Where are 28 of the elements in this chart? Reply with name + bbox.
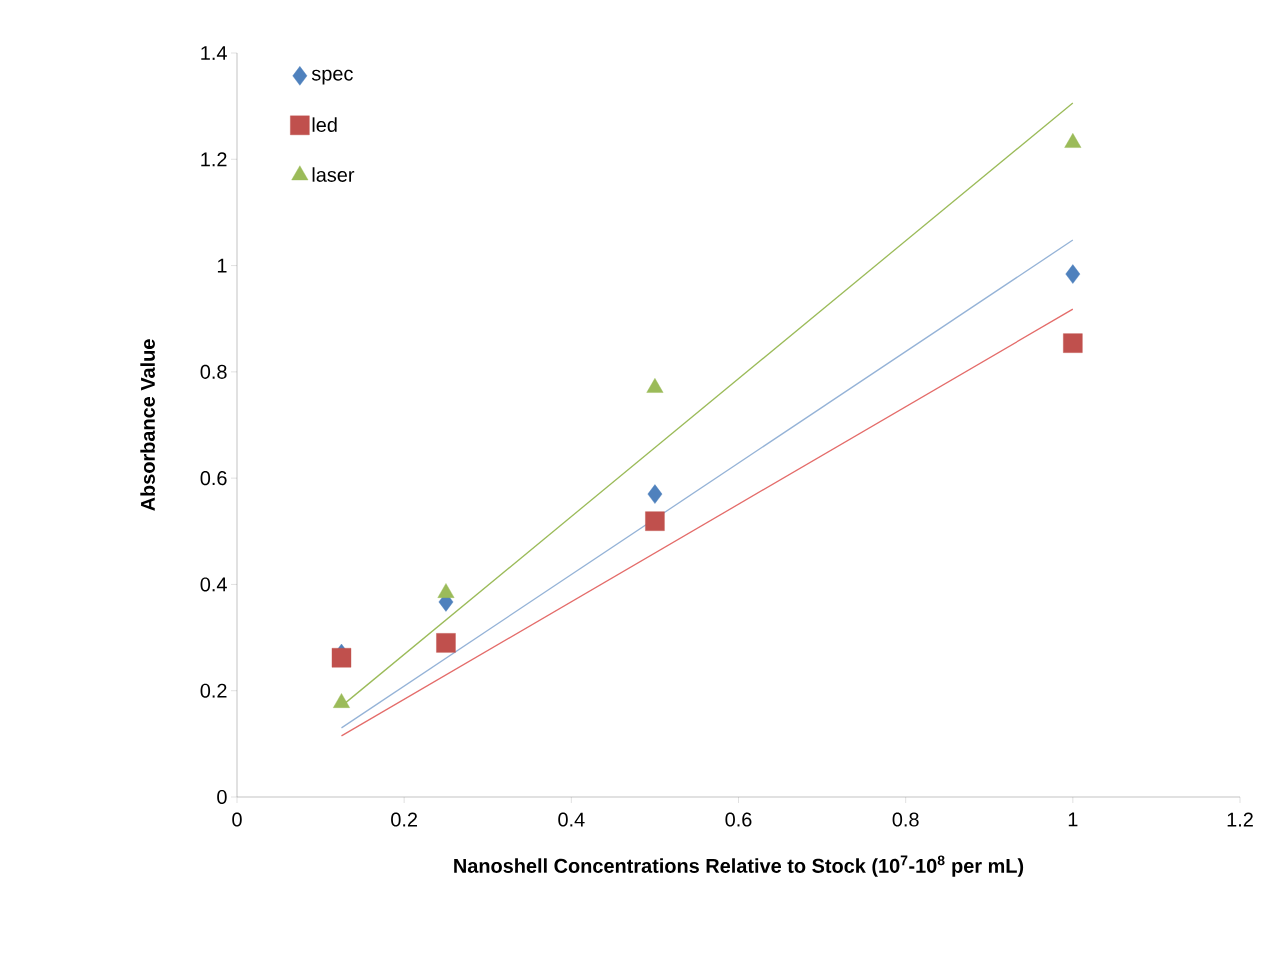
y-tick-label: 1 xyxy=(217,258,227,273)
point xyxy=(646,378,664,393)
y-tick-label: 0.8 xyxy=(200,364,227,379)
point xyxy=(645,511,665,531)
y-tick-label: 0.2 xyxy=(200,683,227,698)
point xyxy=(1063,333,1083,353)
point xyxy=(1064,133,1082,148)
y-axis-title: Absorbance Value xyxy=(140,339,155,511)
y-tick-label: 0 xyxy=(217,789,227,805)
point xyxy=(331,648,352,668)
x-tick-label: 1 xyxy=(1068,812,1078,827)
y-tick-label: 1.2 xyxy=(201,152,227,167)
legend-label: spec xyxy=(311,69,353,85)
x-axis-title: Nanoshell Concentrations Relative to Stock (10$^{7}$-10$^{8}$ per mL) xyxy=(454,855,1024,877)
legend-label: led xyxy=(312,117,337,132)
x-tick-label: 0.6 xyxy=(725,812,752,827)
point xyxy=(647,484,663,504)
y-tick-label: 0.4 xyxy=(200,577,227,592)
x-tick-label: 0.4 xyxy=(558,812,585,827)
x-tick-label: 0.2 xyxy=(391,812,418,827)
point xyxy=(436,633,456,653)
legend-label: laser xyxy=(312,167,355,182)
x-tick-label: 0.8 xyxy=(892,812,919,827)
y-tick-label: 0.6 xyxy=(200,471,227,486)
point xyxy=(1065,264,1081,284)
x-tick-label: 0 xyxy=(232,812,242,827)
x-tick-label: 1.2 xyxy=(1227,812,1253,827)
y-tick-label: 1.4 xyxy=(201,46,227,60)
